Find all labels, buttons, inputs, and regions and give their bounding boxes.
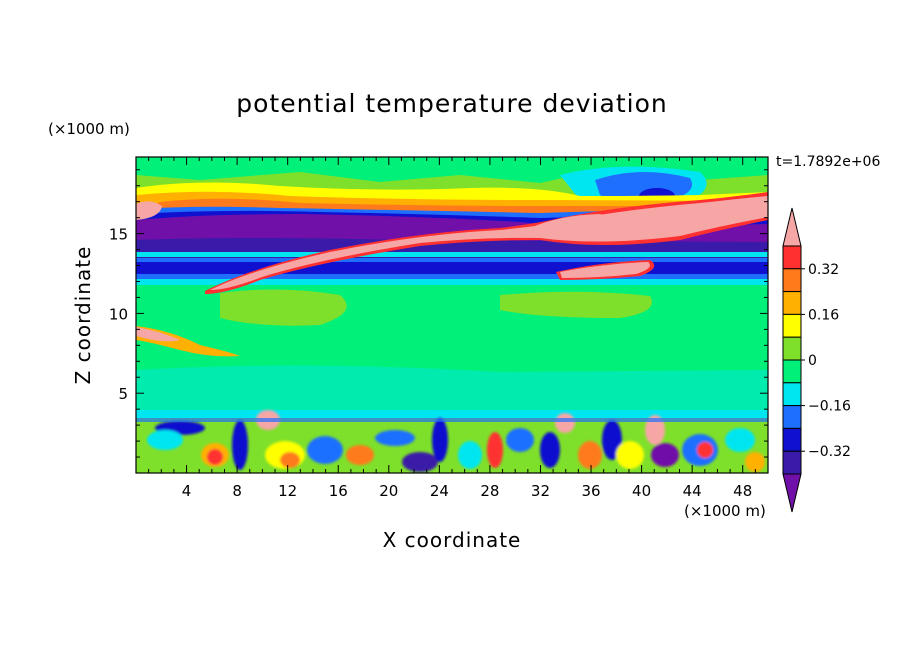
x-tick-label: 44 (683, 482, 702, 500)
x-tick-label: 32 (531, 482, 550, 500)
x-tick-label: 28 (480, 482, 499, 500)
colorbar-under-triangle (782, 473, 802, 513)
colorbar-over-triangle (782, 207, 802, 247)
y-tick-label: 10 (109, 305, 128, 323)
blue-strip-2 (136, 274, 768, 280)
warm-tongue (210, 196, 768, 290)
x-tick-label: 8 (232, 482, 242, 500)
colorbar-segment (782, 450, 802, 475)
cyan-strip-1 (136, 252, 768, 257)
mid-green-1 (220, 289, 347, 326)
upper-right-pink (530, 214, 614, 238)
upper-green-patches (136, 157, 768, 183)
x-axis-ticks: 4 8 12 16 20 24 28 32 36 40 44 48 (148, 157, 756, 500)
y-tick-label: 15 (109, 226, 128, 244)
x-tick-label: 36 (581, 482, 600, 500)
cyan-strip-2 (136, 279, 768, 285)
colorbar: 0.32 0.16 0 −0.16 −0.32 (782, 207, 851, 513)
colorbar-segment (782, 382, 802, 407)
colorbar-segment (782, 268, 802, 293)
x-tick-label: 40 (632, 482, 651, 500)
x-tick-label: 12 (278, 482, 297, 500)
colorbar-tick-label: 0 (808, 353, 817, 369)
x-unit-label: (×1000 m) (684, 502, 766, 520)
colorbar-tick-label: −0.16 (808, 399, 851, 415)
boundary-layer-top (136, 418, 768, 422)
colorbar-tick-label: 0.32 (808, 262, 839, 278)
y-tick-label: 5 (118, 385, 128, 403)
left-streak-pink (136, 327, 180, 342)
colorbar-tick-label: 0.16 (808, 307, 839, 323)
colorbar-segment (782, 245, 802, 270)
x-tick-label: 16 (329, 482, 348, 500)
contour-field (136, 157, 768, 473)
colorbar-segment (782, 291, 802, 315)
colorbar-segment (782, 359, 802, 384)
boundary-eddies (147, 410, 765, 472)
x-axis-label: X coordinate (383, 528, 522, 552)
colorbar-segment (782, 313, 802, 338)
x-tick-label: 20 (379, 482, 398, 500)
x-tick-label: 48 (733, 482, 752, 500)
colorbar-segment (782, 336, 802, 361)
mid-green-2 (500, 291, 652, 318)
y-axis-ticks: 5 10 15 (109, 169, 768, 458)
y-axis-label: Z coordinate (71, 246, 95, 385)
chart-title: potential temperature deviation (236, 89, 667, 118)
colorbar-tick-label: −0.32 (808, 444, 851, 460)
upper-left-pink (136, 201, 162, 220)
y-unit-label: (×1000 m) (48, 120, 130, 138)
x-tick-label: 4 (182, 482, 192, 500)
time-label: t=1.7892e+06 (776, 154, 880, 170)
warm-tongue-2-core (560, 262, 650, 278)
colorbar-segment (782, 405, 802, 429)
darkblue-strip (136, 262, 768, 276)
colorbar-segment (782, 427, 802, 452)
lower-cyan (136, 365, 768, 420)
x-tick-label: 24 (430, 482, 449, 500)
